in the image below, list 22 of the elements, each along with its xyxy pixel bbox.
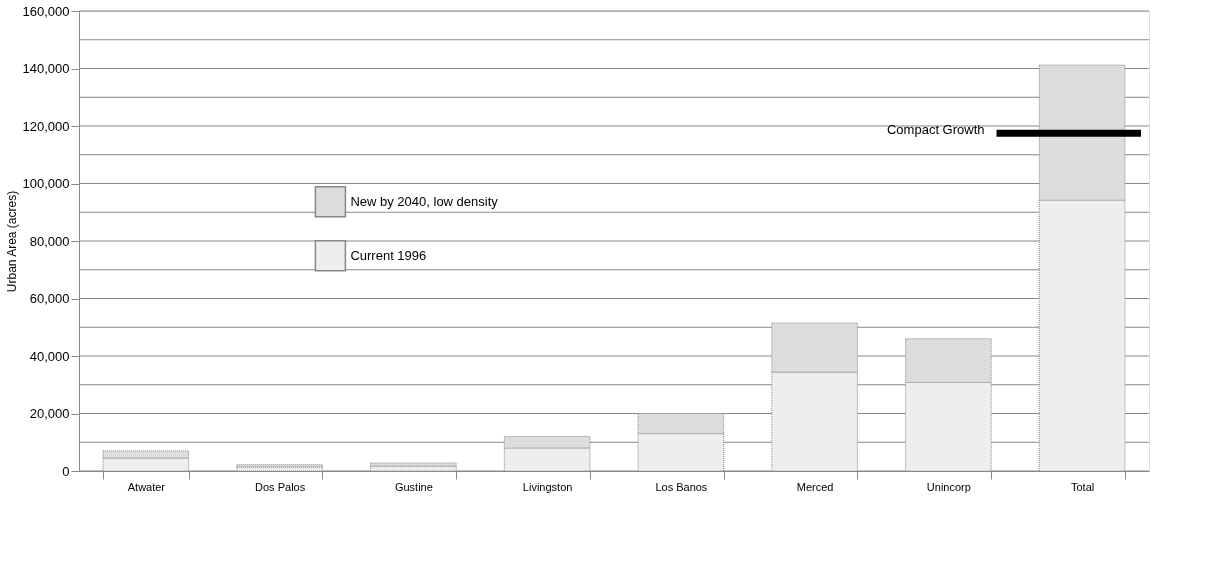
- x-tick-label: Livingston: [522, 480, 573, 493]
- y-axis-title: Urban Area (acres): [4, 190, 19, 293]
- x-tick-label: Los Banos: [655, 480, 708, 493]
- x-tick-label: Total: [1071, 480, 1095, 493]
- y-tick-label: 0: [62, 463, 70, 479]
- x-tick-label: Atwater: [127, 480, 166, 493]
- x-tick-label: Merced: [796, 480, 834, 493]
- y-tick-label: 160,000: [22, 3, 70, 19]
- bar: [236, 464, 323, 468]
- y-tick-label: 80,000: [29, 233, 70, 249]
- y-tick-label: 20,000: [29, 406, 70, 421]
- x-tick-label: Dos Palos: [255, 480, 306, 493]
- x-tick-label: Unincorp: [926, 480, 971, 493]
- y-tick-label: 100,000: [22, 176, 70, 191]
- y-tick-label: 40,000: [29, 348, 70, 364]
- y-tick-label: 120,000: [22, 118, 70, 134]
- y-tick-label: 140,000: [22, 61, 70, 76]
- legend-label: New by 2040, low density: [350, 193, 499, 209]
- y-tick-label: 60,000: [29, 291, 70, 306]
- ref-line-label: Compact Growth: [886, 122, 985, 138]
- x-tick-label: Gustine: [394, 480, 433, 493]
- legend-label: Current 1996: [350, 247, 427, 263]
